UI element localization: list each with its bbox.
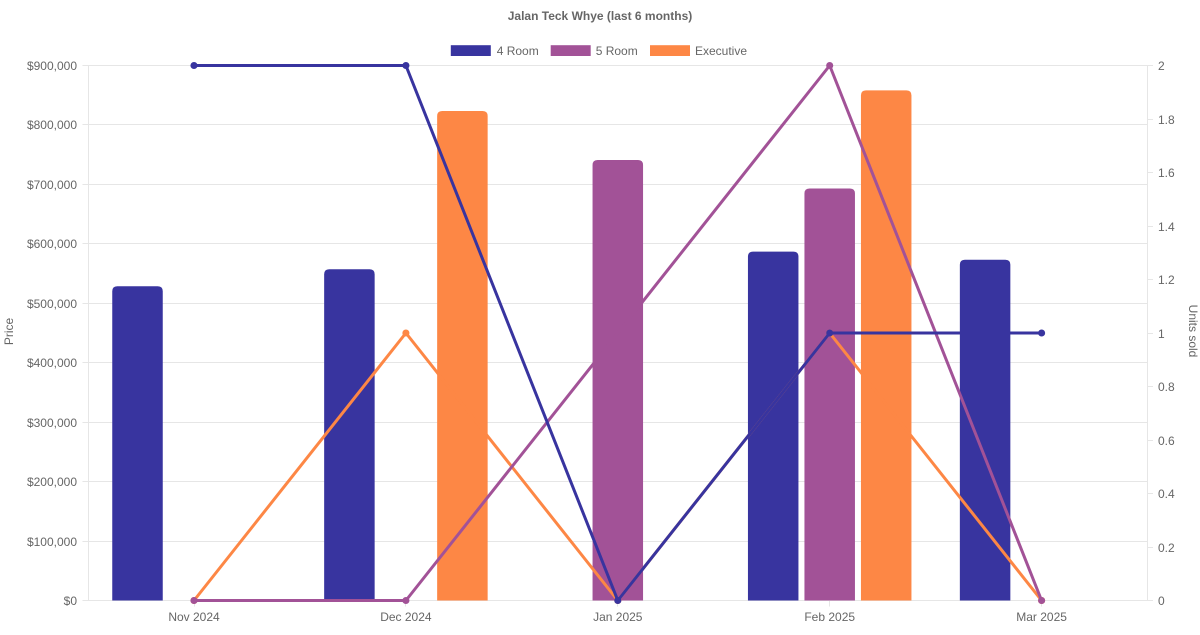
svg-text:$900,000: $900,000 — [27, 59, 77, 73]
svg-text:Feb 2025: Feb 2025 — [804, 610, 855, 624]
svg-text:1.6: 1.6 — [1158, 166, 1175, 180]
svg-text:$600,000: $600,000 — [27, 237, 77, 251]
svg-text:$0: $0 — [64, 594, 78, 608]
svg-text:0.4: 0.4 — [1158, 487, 1175, 501]
svg-text:0.8: 0.8 — [1158, 380, 1175, 394]
svg-text:1: 1 — [1158, 327, 1165, 341]
svg-text:Jalan Teck Whye (last 6 months: Jalan Teck Whye (last 6 months) — [508, 9, 693, 23]
svg-text:0: 0 — [1158, 594, 1165, 608]
svg-text:Dec 2024: Dec 2024 — [380, 610, 432, 624]
svg-text:Jan 2025: Jan 2025 — [593, 610, 643, 624]
svg-text:$100,000: $100,000 — [27, 535, 77, 549]
svg-text:0.2: 0.2 — [1158, 541, 1175, 555]
svg-text:$400,000: $400,000 — [27, 356, 77, 370]
svg-text:$700,000: $700,000 — [27, 178, 77, 192]
svg-text:1.4: 1.4 — [1158, 220, 1175, 234]
svg-text:Mar 2025: Mar 2025 — [1016, 610, 1067, 624]
svg-text:1.8: 1.8 — [1158, 113, 1175, 127]
svg-text:2: 2 — [1158, 59, 1165, 73]
svg-text:Price: Price — [2, 318, 16, 346]
svg-text:5 Room: 5 Room — [596, 44, 638, 58]
svg-text:Executive: Executive — [695, 44, 747, 58]
svg-text:4 Room: 4 Room — [497, 44, 539, 58]
svg-text:0.6: 0.6 — [1158, 434, 1175, 448]
svg-text:Nov 2024: Nov 2024 — [168, 610, 220, 624]
svg-text:$800,000: $800,000 — [27, 118, 77, 132]
svg-text:$300,000: $300,000 — [27, 416, 77, 430]
svg-text:Units sold: Units sold — [1186, 305, 1200, 358]
svg-text:$200,000: $200,000 — [27, 475, 77, 489]
svg-text:1.2: 1.2 — [1158, 273, 1175, 287]
svg-text:$500,000: $500,000 — [27, 297, 77, 311]
